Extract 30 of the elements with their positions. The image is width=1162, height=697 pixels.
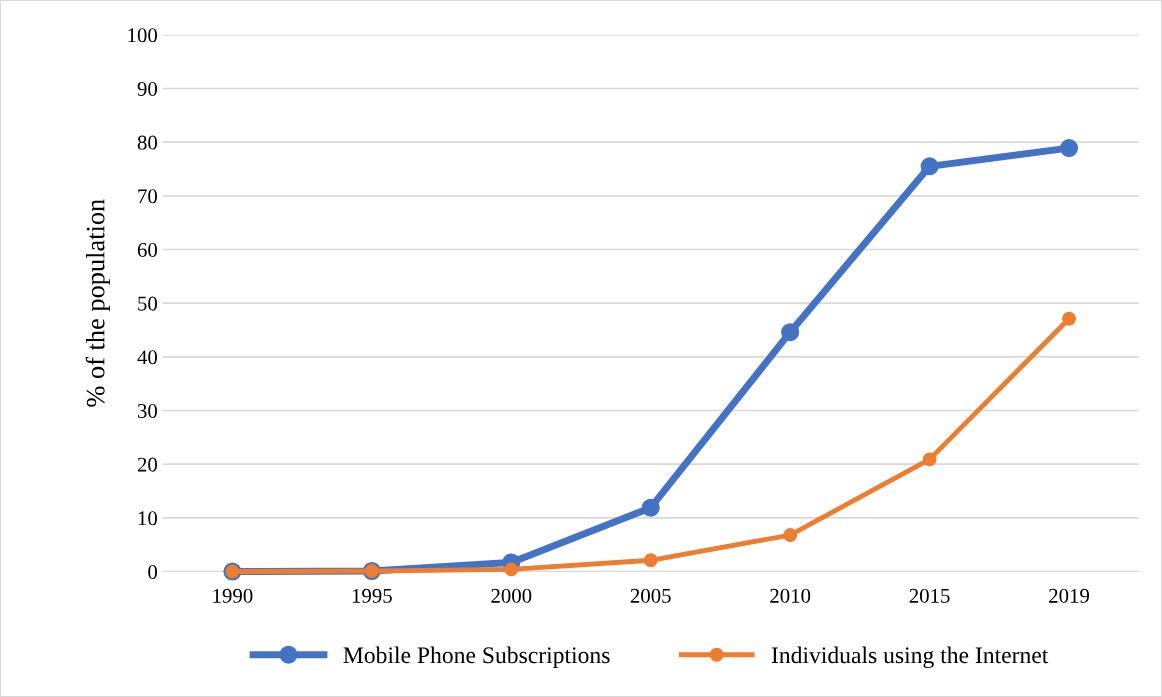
point xyxy=(641,498,660,517)
x-tick-label: 2015 xyxy=(909,588,950,603)
y-tick-label: 50 xyxy=(138,296,158,311)
x-tick-label: 2005 xyxy=(630,588,671,603)
y-tick-label: 90 xyxy=(137,81,158,96)
legend-label: Mobile Phone Subscriptions xyxy=(343,646,610,669)
point xyxy=(781,323,800,342)
point xyxy=(643,553,658,568)
point xyxy=(783,528,798,542)
y-tick-label: 30 xyxy=(137,403,158,418)
y-tick-label: 0 xyxy=(148,564,158,579)
y-tick-label: 70 xyxy=(138,189,158,204)
point xyxy=(922,452,937,467)
x-tick-label: 1990 xyxy=(213,588,253,603)
y-axis-title: % of the population xyxy=(85,199,110,407)
y-tick-label: 40 xyxy=(137,350,158,365)
y-tick-label: 20 xyxy=(137,457,158,472)
y-tick-label: 10 xyxy=(138,511,158,526)
point xyxy=(1062,311,1076,326)
legend-label: Individuals using the Internet xyxy=(771,646,1049,669)
x-tick-label: 2010 xyxy=(770,588,811,603)
y-tick-label: 60 xyxy=(137,242,158,257)
x-tick-label: 2000 xyxy=(491,588,532,603)
y-tick-label: 80 xyxy=(137,135,158,150)
y-tick-label: 100 xyxy=(128,28,158,43)
point xyxy=(504,562,519,577)
x-tick-label: 1995 xyxy=(352,588,392,603)
x-tick-label: 2019 xyxy=(1049,588,1090,603)
point xyxy=(920,157,939,176)
point xyxy=(1060,139,1079,158)
